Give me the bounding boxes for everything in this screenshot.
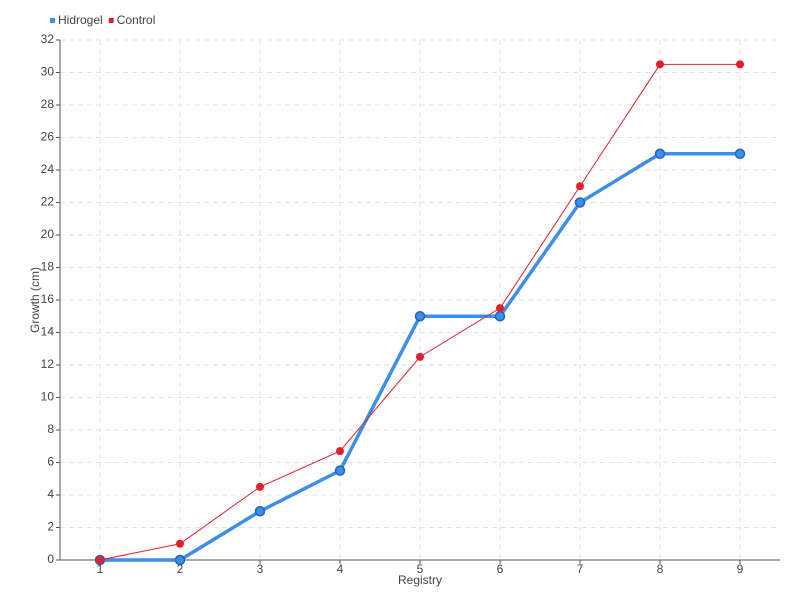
data-point — [496, 304, 504, 313]
data-point — [336, 447, 344, 456]
y-tick-label: 30 — [41, 65, 55, 79]
x-tick-label: 2 — [177, 562, 184, 576]
y-tick-label: 22 — [41, 195, 55, 209]
x-tick-label: 5 — [417, 562, 424, 576]
data-point — [96, 556, 104, 564]
x-tick-label: 3 — [257, 562, 264, 576]
data-point — [494, 311, 506, 322]
data-point — [574, 197, 586, 208]
data-point — [734, 148, 746, 159]
legend-label: Hidrogel — [58, 13, 103, 27]
y-tick-label: 32 — [41, 32, 55, 46]
data-point — [334, 465, 346, 476]
y-tick-label: 16 — [41, 292, 55, 306]
legend-swatch — [108, 18, 114, 23]
y-tick-label: 0 — [47, 552, 54, 566]
y-tick-label: 28 — [41, 97, 55, 111]
y-tick-label: 20 — [41, 227, 55, 241]
data-point — [176, 539, 184, 548]
data-point — [576, 182, 584, 191]
x-tick-label: 9 — [737, 562, 744, 576]
y-tick-label: 26 — [41, 130, 55, 144]
x-tick-label: 6 — [497, 562, 504, 576]
x-tick-label: 7 — [577, 562, 584, 576]
y-tick-label: 8 — [47, 422, 54, 436]
data-point — [254, 506, 266, 517]
y-tick-label: 24 — [41, 162, 55, 176]
x-tick-label: 1 — [97, 562, 104, 576]
y-tick-label: 14 — [41, 325, 55, 339]
data-point — [174, 554, 186, 566]
data-point — [656, 60, 664, 69]
legend-label: Control — [117, 13, 156, 27]
x-tick-label: 4 — [337, 562, 344, 576]
x-axis-label: Registry — [398, 573, 442, 587]
x-tick-label: 8 — [657, 562, 664, 576]
legend-swatch — [50, 18, 55, 23]
y-axis-label: Growth (cm) — [28, 267, 42, 333]
y-tick-label: 4 — [47, 487, 54, 501]
data-point — [416, 352, 424, 361]
data-point — [256, 482, 264, 491]
data-point — [414, 311, 426, 322]
y-tick-label: 10 — [41, 390, 55, 404]
data-point — [736, 60, 744, 69]
y-tick-label: 2 — [47, 520, 54, 534]
y-tick-label: 18 — [41, 260, 55, 274]
data-point — [654, 148, 666, 159]
y-tick-label: 6 — [47, 455, 54, 469]
y-tick-label: 12 — [41, 357, 55, 371]
